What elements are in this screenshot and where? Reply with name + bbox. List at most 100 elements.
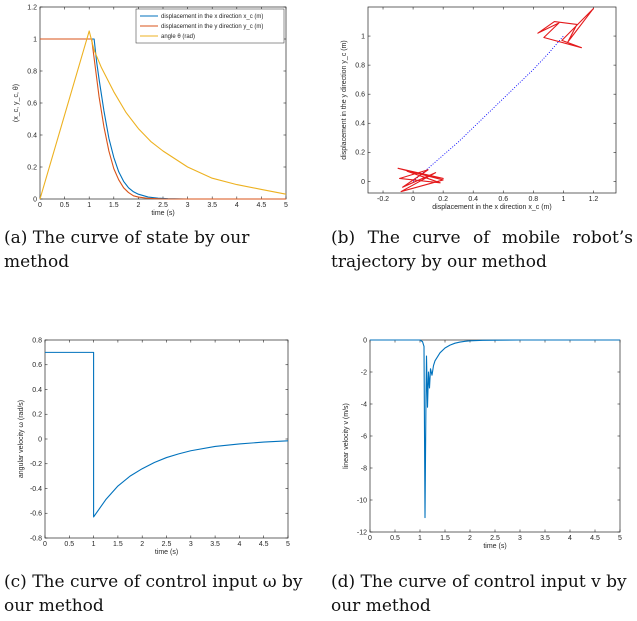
x-tick-label: 1.5: [440, 535, 450, 542]
y-tick-label: 0.8: [355, 63, 365, 70]
legend-box: [135, 8, 285, 44]
y-tick-label: -10: [357, 497, 367, 504]
x-tick-label: 0: [38, 202, 42, 209]
x-axis-label: time (s): [151, 210, 174, 217]
caption-d: (d) The curve of control input v by our …: [331, 572, 627, 616]
plot-area: [369, 339, 621, 533]
x-tick-label: 4.5: [257, 202, 267, 209]
x-tick-label: 1.5: [113, 541, 123, 548]
x-tick-label: 3.5: [207, 202, 217, 209]
series-line-angle-rad-: [39, 30, 287, 200]
x-tick-label: 5: [286, 541, 290, 548]
y-tick-label: 1: [33, 36, 37, 43]
series-line-displacement-in-the-y-direction-y-c-m-: [40, 38, 286, 200]
y-axis-label: linear velocity v (m/s): [343, 403, 350, 469]
x-tick-label: 5: [284, 202, 288, 209]
caption-b: (b) The curve of mobile robot’s trajecto…: [331, 228, 633, 272]
y-tick-label: 1.2: [27, 4, 37, 11]
y-tick-label: -6: [361, 433, 367, 440]
x-tick-label: 1: [561, 196, 565, 203]
x-tick-label: 0.6: [498, 196, 508, 203]
y-tick-label: 0: [361, 179, 365, 186]
y-tick-label: 0: [38, 436, 42, 443]
legend-entry: displacement in the y direction y_c (m): [161, 24, 263, 30]
y-tick-label: 0.2: [27, 164, 37, 171]
y-tick-label: -0.6: [30, 511, 42, 518]
series-line-robot-start: [397, 167, 444, 193]
x-tick-label: 0.4: [468, 196, 478, 203]
y-axis-label: displacement in the y direction y_c (m): [341, 40, 348, 159]
y-tick-label: 0.6: [32, 362, 42, 369]
y-tick-label: -0.4: [30, 486, 42, 493]
y-tick-label: 1: [361, 33, 365, 40]
y-tick-label: -12: [357, 529, 367, 536]
x-tick-label: 1.2: [589, 196, 599, 203]
panel-a: 0 0.5 1 1.5 2 2.5 3 3.5 4 4.5 5 0 0.2 0.4 0.6 0.8 1 1.2 ti…: [13, 4, 288, 217]
y-tick-label: 0.8: [32, 337, 42, 344]
x-tick-label: 0: [43, 541, 47, 548]
y-tick-label: 0.4: [355, 121, 365, 128]
y-tick-label: -8: [361, 465, 367, 472]
y-tick-label: 0: [33, 196, 37, 203]
x-tick-label: 0.5: [390, 535, 400, 542]
x-tick-label: 3.5: [210, 541, 220, 548]
legend-entry: displacement in the x direction x_c (m): [161, 14, 263, 20]
y-tick-label: 0.4: [27, 132, 37, 139]
y-tick-label: -4: [361, 401, 367, 408]
series-line-v: [370, 339, 620, 519]
y-axis-label: (x_c, y_c, θ): [13, 84, 20, 122]
x-tick-label: 2.5: [490, 535, 500, 542]
x-tick-label: 2.5: [158, 202, 168, 209]
y-tick-label: 0: [363, 337, 367, 344]
x-tick-label: 3: [518, 535, 522, 542]
legend-entry: angle θ (rad): [161, 34, 195, 40]
x-tick-label: 5: [618, 535, 622, 542]
panel-b: -0.2 0 0.2 0.4 0.6 0.8 1 1.2 0 0.2 0.4 0.6 0.8 1 displ…: [341, 6, 617, 211]
y-tick-label: -0.8: [30, 535, 42, 542]
x-tick-label: 3: [189, 541, 193, 548]
series-line-path: [412, 35, 564, 182]
x-tick-label: 1: [87, 202, 91, 209]
x-tick-label: 4: [237, 541, 241, 548]
y-axis-label: angular velocity ω (rad/s): [18, 400, 25, 478]
x-tick-label: 2.5: [162, 541, 172, 548]
x-axis-label: displacement in the x direction x_c (m): [432, 204, 551, 211]
x-tick-label: 3.5: [540, 535, 550, 542]
y-tick-label: 0.4: [32, 387, 42, 394]
x-tick-label: 0.8: [528, 196, 538, 203]
caption-a: (a) The curve of state by our method: [4, 228, 250, 272]
series-line-displacement-in-the-x-direction-x-c-m-: [40, 38, 286, 200]
series-line-omega: [45, 351, 289, 518]
x-tick-label: 3: [186, 202, 190, 209]
x-tick-label: 4.5: [590, 535, 600, 542]
y-tick-label: 0.6: [27, 100, 37, 107]
x-tick-label: 0: [411, 196, 415, 203]
panel-d: 0 0.5 1 1.5 2 2.5 3 3.5 4 4.5 5 -12 -10 -8 -6 -4 -2 0 time…: [343, 337, 622, 550]
legend: displacement in the x direction x_c (m) d…: [135, 8, 285, 44]
x-tick-label: 4: [235, 202, 239, 209]
x-tick-label: 4: [568, 535, 572, 542]
x-tick-label: 1: [92, 541, 96, 548]
y-tick-label: 0.2: [355, 150, 365, 157]
x-axis-label: time (s): [483, 543, 506, 550]
y-tick-label: 0.2: [32, 412, 42, 419]
x-tick-label: 0.5: [64, 541, 74, 548]
x-tick-label: 0.5: [60, 202, 70, 209]
panel-c: 0 0.5 1 1.5 2 2.5 3 3.5 4 4.5 5 -0.8 -0.6 -0.4 -0.2 0 0.…: [18, 337, 290, 556]
y-tick-label: 0.6: [355, 92, 365, 99]
x-tick-label: 2: [468, 535, 472, 542]
caption-c: (c) The curve of control input ω by our …: [4, 572, 303, 616]
x-tick-label: 1: [418, 535, 422, 542]
plot-area: [367, 6, 617, 194]
x-tick-label: 1.5: [109, 202, 119, 209]
y-tick-label: 0.8: [27, 68, 37, 75]
x-tick-label: 0.2: [438, 196, 448, 203]
x-tick-label: 2: [136, 202, 140, 209]
x-axis-label: time (s): [155, 549, 178, 556]
x-tick-label: 0: [368, 535, 372, 542]
x-tick-label: 2: [140, 541, 144, 548]
x-tick-label: -0.2: [377, 196, 389, 203]
plot-area: [44, 339, 289, 539]
y-tick-label: -0.2: [30, 461, 42, 468]
